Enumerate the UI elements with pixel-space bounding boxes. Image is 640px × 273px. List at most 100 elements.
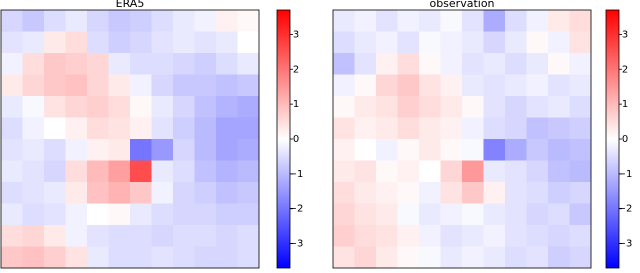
heatmap-cell [65,96,88,118]
heatmap-cell [130,225,152,247]
heatmap-cell [237,203,260,226]
heatmap-cell [548,225,570,247]
heatmap-cell [526,182,549,204]
heatmap-cell [397,74,420,97]
heatmap-cell [483,160,506,183]
heatmap-cell [397,160,420,183]
heatmap-cell [237,53,260,75]
colorbar [276,9,291,269]
heatmap-cell [354,246,377,269]
heatmap-cell [130,96,152,118]
heatmap-cell [1,225,23,247]
heatmap-cell [569,10,592,32]
heatmap-cell [333,74,355,97]
heatmap-cell [44,74,66,97]
heatmap-cell [1,182,23,204]
heatmap-cell [108,74,131,97]
heatmap-cell [462,117,484,140]
heatmap-cell [173,10,195,32]
heatmap-cell [505,74,527,97]
heatmap-cell [194,96,217,118]
heatmap-cell [354,31,377,54]
heatmap-cell [173,246,195,269]
heatmap-cell [216,246,238,269]
heatmap-cell [462,182,484,204]
heatmap-cell [397,31,420,54]
heatmap-cell [237,160,260,183]
heatmap-cell [419,225,441,247]
heatmap-cell [333,246,355,269]
heatmap-cell [333,53,355,75]
heatmap-cell [397,225,420,247]
heatmap-cell [569,160,592,183]
heatmap-cell [130,182,152,204]
heatmap-cell [354,182,377,204]
colorbar-tick-label: 2 [622,64,628,75]
heatmap-cell [173,96,195,118]
heatmap-cell [1,31,23,54]
heatmap-cell [462,53,484,75]
heatmap-cell [87,53,109,75]
heatmap-cell [569,96,592,118]
heatmap-cell [237,96,260,118]
heatmap-cell [397,246,420,269]
heatmap-cell [237,182,260,204]
heatmap-cell [505,10,527,32]
heatmap-cell [376,182,398,204]
heatmap-cell [44,10,66,32]
heatmap-cell [22,225,45,247]
heatmap-cell [548,53,570,75]
heatmap-cell [130,203,152,226]
heatmap-cell [1,139,23,161]
colorbar-tick-label: −1 [289,169,304,180]
heatmap-cell [526,117,549,140]
heatmap-cell [526,74,549,97]
heatmap-cell [419,53,441,75]
heatmap-cell [462,96,484,118]
heatmap-cell [397,117,420,140]
heatmap-cell [151,117,174,140]
heatmap-cell [440,182,463,204]
heatmap-cell [526,246,549,269]
heatmap-cell [173,139,195,161]
heatmap-cell [483,53,506,75]
heatmap-cell [237,74,260,97]
heatmap-cell [548,117,570,140]
heatmap-cell [173,74,195,97]
colorbar-tick-label: 0 [293,134,299,145]
heatmap-cell [462,203,484,226]
heatmap-cell [216,203,238,226]
heatmap-cell [22,246,45,269]
heatmap-cell [194,225,217,247]
heatmap-cell [44,246,66,269]
heatmap-cell [526,160,549,183]
heatmap-cell [333,225,355,247]
heatmap-cell [440,117,463,140]
heatmap-cell [22,53,45,75]
heatmap-cell [354,10,377,32]
heatmap-cell [216,74,238,97]
heatmap-cell [1,160,23,183]
heatmap-cell [505,182,527,204]
heatmap-cell [354,117,377,140]
heatmap-cell [354,74,377,97]
heatmap-cell [462,160,484,183]
heatmap-cell [108,246,131,269]
heatmap-cell [130,246,152,269]
heatmap-cell [44,117,66,140]
heatmap-cell [397,139,420,161]
heatmap-cell [151,31,174,54]
heatmap-cell [87,203,109,226]
heatmap-cell [22,139,45,161]
heatmap-cell [44,31,66,54]
heatmap-cell [376,225,398,247]
heatmap-cell [376,246,398,269]
heatmap-cell [419,246,441,269]
heatmap-cell [173,182,195,204]
heatmap-cell [237,225,260,247]
heatmap-cell [130,160,152,183]
heatmap-cell [376,203,398,226]
heatmap-cell [194,117,217,140]
heatmap-cell [108,117,131,140]
heatmap-cell [87,139,109,161]
